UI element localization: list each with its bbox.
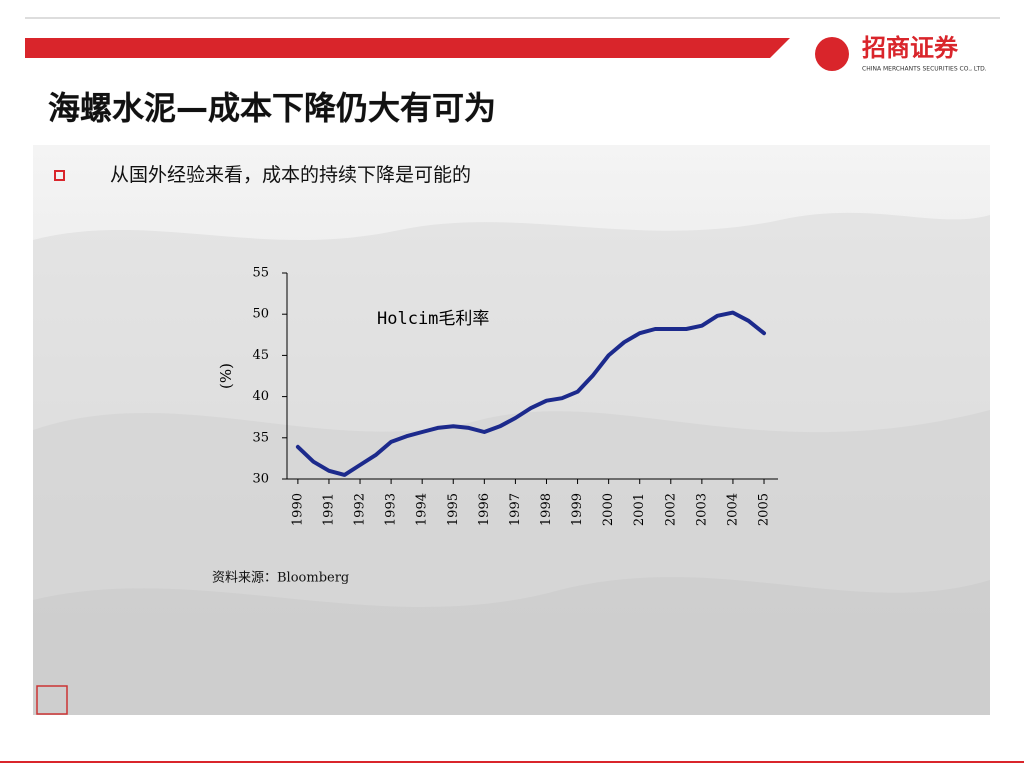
- y-tick-label: 55: [252, 266, 269, 281]
- x-tick-label: 2003: [694, 493, 709, 526]
- y-axis-label: (%): [217, 363, 235, 389]
- seal: [36, 685, 68, 715]
- mountain: [33, 577, 990, 715]
- x-tick-label: 2000: [601, 493, 616, 526]
- y-tick-label: 45: [252, 348, 269, 363]
- slide-title: 海螺水泥—成本下降仍大有可为: [48, 89, 496, 127]
- x-tick-label: 2002: [663, 493, 678, 526]
- plot: 30 35 40 45 50 55 1990 1991 1992 1993 1994 1995 1996…: [217, 266, 778, 526]
- bullet-icon: [54, 170, 65, 181]
- red-band: [25, 38, 790, 58]
- logo-subtext: CHINA MERCHANTS SECURITIES CO., LTD.: [862, 66, 987, 73]
- x-tick-label: 2001: [632, 493, 647, 526]
- y-tick-label: 50: [252, 307, 269, 322]
- x-tick-label: 1992: [353, 493, 368, 526]
- x-tick-label: 1994: [415, 493, 430, 526]
- x-tick-label: 1998: [539, 493, 554, 526]
- x-tick-label: 1995: [446, 493, 461, 526]
- y-tick-label: 30: [252, 472, 269, 487]
- source-note: 资料来源：Bloomberg: [212, 571, 349, 586]
- logo-text: 招商证券: [862, 34, 959, 62]
- bullet-text: 从国外经验来看，成本的持续下降是可能的: [110, 164, 471, 186]
- x-tick-label: 1990: [290, 493, 305, 526]
- series-label: Holcim毛利率: [377, 309, 489, 329]
- logo-mark: [815, 37, 849, 71]
- x-tick-label: 1993: [384, 493, 399, 526]
- x-tick-label: 1991: [321, 493, 336, 526]
- line-series: [295, 310, 766, 477]
- x-tick-label: 1996: [477, 493, 492, 526]
- y-tick-label: 40: [252, 389, 269, 404]
- x-tick-label: 2005: [757, 493, 772, 526]
- x-tick-label: 2004: [725, 493, 740, 526]
- x-tick-label: 1997: [508, 493, 523, 526]
- x-tick-label: 1999: [570, 493, 585, 526]
- y-tick-label: 35: [252, 430, 269, 445]
